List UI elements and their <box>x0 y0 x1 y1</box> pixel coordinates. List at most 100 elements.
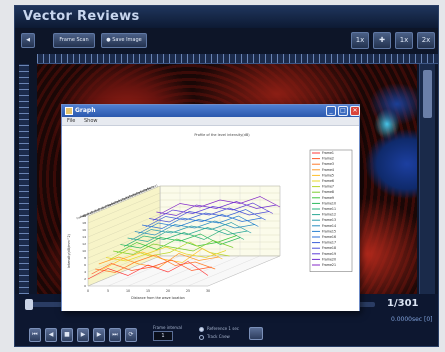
grid-line <box>87 186 161 287</box>
z-tick-label: Frame8 <box>101 203 112 210</box>
zoom-2x-button[interactable]: 2x <box>417 32 435 49</box>
legend-label: Frame17 <box>322 241 336 245</box>
last-frame-button[interactable]: ⏭ <box>109 328 121 342</box>
frame-interval-label: Frame interval <box>153 325 182 330</box>
save-image-button[interactable]: ● Save Image <box>101 33 147 48</box>
vertical-scrollbar[interactable] <box>419 64 435 294</box>
legend-label: Frame1 <box>322 151 334 155</box>
z-tick-label: Frame7 <box>97 204 108 211</box>
y-tick-label: 8 <box>84 256 86 260</box>
z-tick-label: Frame9 <box>105 201 116 208</box>
x-tick-label: 30 <box>206 289 210 293</box>
frame-counter: 1/301 <box>387 298 419 309</box>
maximize-icon: □ <box>340 107 346 114</box>
z-tick-label: Frame5 <box>90 207 101 214</box>
z-tick-label: Frame16 <box>128 191 140 199</box>
series-line-frame16 <box>141 214 263 229</box>
series-line-frame15 <box>138 215 259 234</box>
zoom-1x-button[interactable]: 1x <box>395 32 413 49</box>
graph-menubar: File Show <box>62 117 359 126</box>
menu-file[interactable]: File <box>67 118 76 124</box>
legend-label: Frame10 <box>322 201 336 205</box>
grid-line <box>147 186 221 287</box>
minimize-button[interactable]: _ <box>326 106 336 116</box>
horizontal-ruler <box>37 54 438 64</box>
legend-label: Frame2 <box>322 157 334 161</box>
back-button[interactable]: ◀ <box>21 33 35 48</box>
grid-line <box>207 186 281 287</box>
frame-interval-input[interactable]: 1 <box>153 331 173 341</box>
series-line-frame2 <box>91 259 212 275</box>
series-line-frame8 <box>113 240 234 255</box>
time-readout: 0.0000sec [0] <box>391 316 433 323</box>
close-icon: ✕ <box>352 107 358 114</box>
stop-button[interactable]: ■ <box>61 328 73 342</box>
series-line-frame1 <box>87 261 209 280</box>
last-frame-icon: ⏭ <box>112 331 118 338</box>
series-line-frame18 <box>149 207 270 223</box>
y-tick-label: 6 <box>84 263 86 267</box>
series-line-frame20 <box>156 201 277 216</box>
step-forward-icon: ▶ <box>96 331 102 338</box>
legend-label: Frame9 <box>322 196 334 200</box>
legend-label: Frame16 <box>322 235 336 239</box>
z-tick-label: Frame13 <box>117 195 129 203</box>
y-tick-label: 2 <box>84 277 86 281</box>
zoom-fit-button[interactable]: 1x <box>351 32 369 49</box>
legend-label: Frame21 <box>322 263 336 267</box>
step-back-button[interactable]: ◀ <box>45 328 57 342</box>
minimize-icon: _ <box>329 107 333 114</box>
y-tick-label: 20 <box>82 214 86 218</box>
graph-plot-area: Profile of the level intensity(dB) 0 2 4 6 8 1… <box>62 126 359 311</box>
grid-line <box>127 186 201 287</box>
first-frame-button[interactable]: ⏮ <box>29 328 41 342</box>
legend-label: Frame19 <box>322 252 336 256</box>
frame-scan-button[interactable]: Frame Scan <box>53 33 95 48</box>
series-line-frame11 <box>123 228 245 247</box>
loop-button[interactable]: ⟳ <box>125 328 137 342</box>
maximize-button[interactable]: □ <box>338 106 348 116</box>
reference-radio-label: Reference 1 sec <box>207 326 239 331</box>
z-tick-label: Frame17 <box>132 189 144 197</box>
timeline-knob[interactable] <box>25 299 33 310</box>
y-tick-label: 12 <box>82 242 86 246</box>
series-line-frame10 <box>120 233 241 249</box>
track-radio[interactable] <box>199 335 204 340</box>
y-tick-label: 10 <box>82 249 86 253</box>
legend-label: Frame20 <box>322 257 336 261</box>
grid-line <box>187 186 261 287</box>
series-line-frame13 <box>131 222 252 241</box>
z-tick-label: Frame2 <box>79 212 90 219</box>
play-icon: ▶ <box>80 331 86 338</box>
z-tick-label: Frame20 <box>143 185 155 193</box>
crosshair-button[interactable]: ✚ <box>373 32 391 49</box>
graph-titlebar[interactable]: Graph _ □ ✕ <box>62 105 360 117</box>
series-line-frame19 <box>152 202 273 221</box>
toolbar: ◀ Frame Scan ● Save Image 1x ✚ 1x 2x <box>15 31 438 53</box>
reference-radio[interactable] <box>199 327 204 332</box>
series-line-frame21 <box>159 196 281 215</box>
z-tick-label: Frame19 <box>139 186 151 194</box>
legend-label: Frame7 <box>322 185 334 189</box>
y-axis-label: Intensity(dB/mm^2) <box>67 234 71 268</box>
play-button[interactable]: ▶ <box>77 328 89 342</box>
legend-label: Frame5 <box>322 173 334 177</box>
app-title: Vector Reviews <box>23 9 140 24</box>
step-forward-button[interactable]: ▶ <box>93 328 105 342</box>
series-line-frame6 <box>105 246 227 262</box>
grid-line <box>107 186 181 287</box>
x-tick-label: 10 <box>126 289 130 293</box>
menu-show[interactable]: Show <box>84 118 98 124</box>
legend-label: Frame18 <box>322 246 336 250</box>
scrollbar-thumb[interactable] <box>423 70 432 118</box>
close-button[interactable]: ✕ <box>350 106 360 116</box>
z-tick-label: Frame11 <box>110 198 122 206</box>
series-line-frame12 <box>127 227 248 242</box>
app-titlebar: Vector Reviews <box>15 6 438 28</box>
legend-label: Frame12 <box>322 213 336 217</box>
apply-button[interactable] <box>249 327 263 340</box>
y-tick-label: 14 <box>82 235 86 239</box>
z-tick-label: Frame1 <box>76 213 87 220</box>
x-tick-label: 20 <box>166 289 170 293</box>
